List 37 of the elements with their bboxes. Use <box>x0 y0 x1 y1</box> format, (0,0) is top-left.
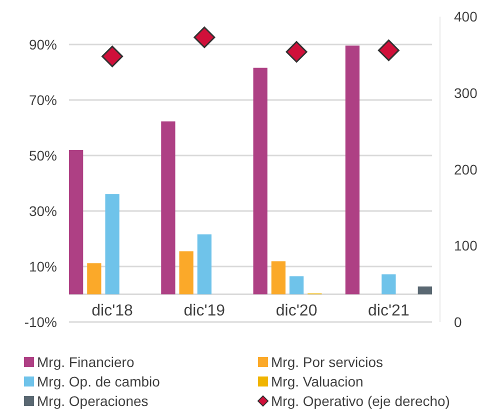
y-tick-label: 70% <box>28 92 57 108</box>
y2-tick-label: 100 <box>454 238 477 254</box>
y2-tick-label: 400 <box>454 8 477 25</box>
y-tick-label: 30% <box>28 202 57 219</box>
legend-label: Mrg. Valuacion <box>271 373 364 390</box>
legend-label: Mrg. Por servicios <box>271 354 384 370</box>
legend-label: Mrg. Operaciones <box>37 392 148 409</box>
point <box>378 40 400 62</box>
legend-label: Mrg. Op. de cambio <box>37 373 160 390</box>
x-tick-label: dic'18 <box>92 302 134 320</box>
bar <box>69 150 84 294</box>
point <box>194 26 216 48</box>
y2-tick-label: 300 <box>454 84 477 101</box>
y2-tick-label: 200 <box>454 161 477 178</box>
bar <box>253 68 268 294</box>
bar <box>87 263 102 294</box>
bar <box>179 251 194 294</box>
bar <box>271 261 286 294</box>
bar <box>382 274 396 294</box>
x-tick-label: dic'20 <box>276 302 318 320</box>
point <box>286 41 308 63</box>
bar <box>345 46 360 294</box>
y-tick-label: -10% <box>24 314 57 330</box>
x-tick-label: dic'19 <box>184 302 226 320</box>
bar <box>161 121 176 294</box>
y-tick-label: 50% <box>28 147 57 164</box>
y-tick-label: 10% <box>28 258 57 274</box>
y-tick-label: 90% <box>28 36 57 52</box>
bar <box>105 194 120 294</box>
point <box>102 46 124 68</box>
bar <box>197 234 212 294</box>
bar <box>290 276 304 294</box>
x-tick-label: dic'21 <box>368 302 410 320</box>
y2-tick-label: 0 <box>454 314 462 330</box>
legend-label: Mrg. Operativo (eje derecho) <box>271 392 450 409</box>
legend-label: Mrg. Financiero <box>37 354 134 370</box>
bar <box>418 286 432 294</box>
